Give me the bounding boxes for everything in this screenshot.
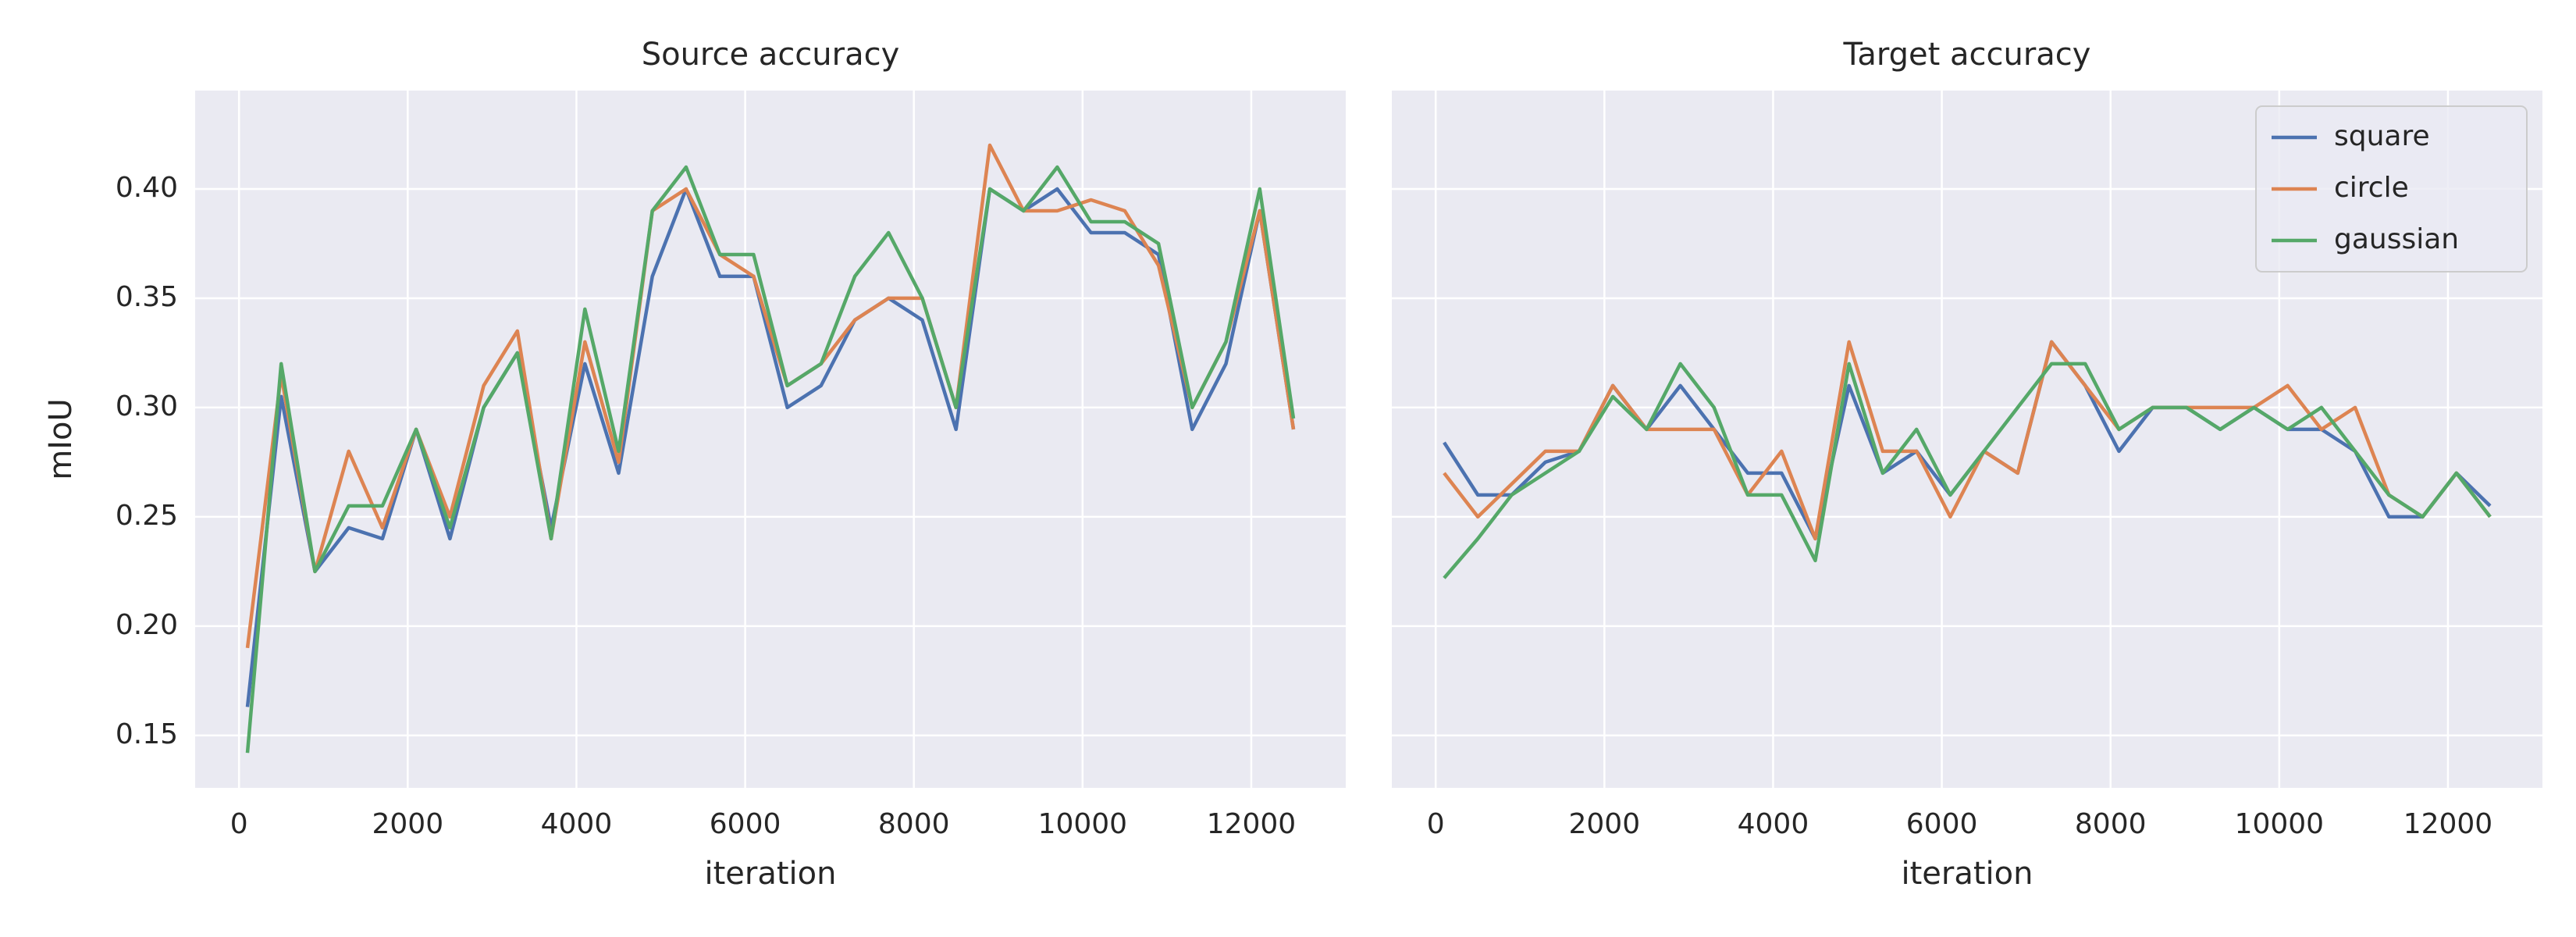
x-tick-label: 2000 bbox=[1569, 808, 1641, 840]
plot-background bbox=[195, 91, 1346, 788]
legend-label: circle bbox=[2334, 172, 2409, 204]
x-tick-label: 6000 bbox=[710, 808, 781, 840]
x-tick-label: 0 bbox=[230, 808, 248, 840]
legend-label: gaussian bbox=[2334, 223, 2459, 255]
series-line bbox=[1443, 340, 2492, 541]
y-tick-label: 0.20 bbox=[116, 609, 178, 641]
legend-box bbox=[2255, 105, 2528, 273]
series-line bbox=[1443, 362, 2492, 579]
series-line bbox=[245, 165, 1296, 754]
y-tick-label: 0.30 bbox=[116, 390, 178, 422]
x-axis-label: iteration bbox=[705, 856, 837, 892]
y-tick-label: 0.35 bbox=[116, 281, 178, 313]
x-tick-label: 10000 bbox=[1038, 808, 1128, 840]
legend-label: square bbox=[2334, 120, 2430, 152]
x-tick-label: 8000 bbox=[2075, 808, 2147, 840]
y-tick-label: 0.15 bbox=[116, 718, 178, 750]
x-tick-label: 0 bbox=[1427, 808, 1445, 840]
x-tick-label: 8000 bbox=[878, 808, 950, 840]
x-tick-label: 4000 bbox=[1738, 808, 1809, 840]
x-tick-label: 10000 bbox=[2235, 808, 2325, 840]
x-tick-label: 12000 bbox=[2403, 808, 2493, 840]
x-tick-label: 12000 bbox=[1207, 808, 1297, 840]
x-tick-label: 2000 bbox=[372, 808, 444, 840]
y-tick-label: 0.25 bbox=[116, 500, 178, 532]
y-tick-label: 0.40 bbox=[116, 172, 178, 204]
chart-title: Source accuracy bbox=[642, 37, 900, 73]
x-axis-label: iteration bbox=[1902, 856, 2033, 892]
y-axis-label: mIoU bbox=[43, 398, 79, 480]
x-tick-label: 6000 bbox=[1906, 808, 1978, 840]
chart-title: Target accuracy bbox=[1843, 37, 2091, 73]
x-tick-label: 4000 bbox=[541, 808, 613, 840]
